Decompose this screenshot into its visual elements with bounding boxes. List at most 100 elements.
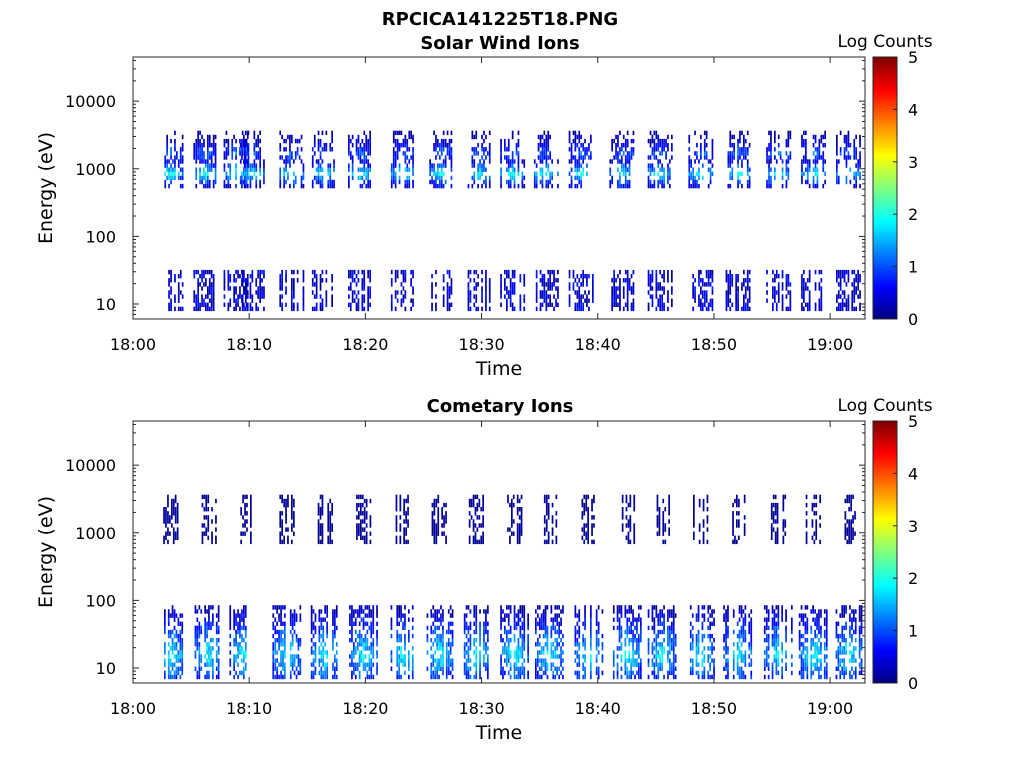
- spectrogram-cell: [242, 498, 244, 504]
- spectrogram-cell: [166, 151, 168, 156]
- spectrogram-cell: [356, 633, 359, 639]
- spectrogram-cell: [700, 302, 702, 307]
- spectrogram-cell: [331, 502, 333, 508]
- spectrogram-cell: [731, 134, 734, 140]
- spectrogram-cell: [808, 163, 811, 168]
- spectrogram-cell: [396, 638, 399, 643]
- spectrogram-cell: [369, 286, 371, 291]
- spectrogram-cell: [171, 674, 174, 680]
- spectrogram-cell: [214, 163, 217, 168]
- spectrogram-cell: [206, 662, 208, 667]
- spectrogram-cell: [442, 666, 444, 671]
- spectrogram-cell: [244, 519, 246, 524]
- spectrogram-cell: [440, 613, 442, 618]
- spectrogram-cell: [313, 294, 316, 299]
- spectrogram-cell: [521, 670, 524, 676]
- spectrogram-cell: [630, 151, 633, 156]
- spectrogram-cell: [369, 130, 371, 136]
- spectrogram-cell: [511, 523, 513, 528]
- colorbar-segment: [873, 67, 897, 71]
- spectrogram-cell: [572, 274, 575, 279]
- spectrogram-cell: [244, 147, 247, 152]
- spectrogram-cell: [545, 306, 548, 312]
- spectrogram-cell: [535, 617, 537, 622]
- spectrogram-cell: [319, 155, 322, 160]
- spectrogram-cell: [357, 290, 360, 295]
- spectrogram-cell: [703, 290, 706, 295]
- spectrogram-cell: [820, 138, 823, 144]
- spectrogram-cell: [164, 650, 166, 655]
- spectrogram-cell: [585, 531, 588, 536]
- spectrogram-cell: [746, 269, 749, 275]
- spectrogram-cell: [227, 147, 230, 152]
- spectrogram-cell: [333, 183, 335, 189]
- spectrogram-cell: [622, 183, 625, 189]
- spectrogram-cell: [467, 638, 470, 643]
- spectrogram-cell: [619, 290, 621, 295]
- spectrogram-cell: [208, 151, 211, 156]
- spectrogram-cell: [278, 646, 280, 651]
- spectrogram-cell: [410, 298, 412, 303]
- spectrogram-cell: [653, 147, 656, 152]
- spectrogram-cell: [483, 638, 485, 643]
- spectrogram-cell: [243, 159, 246, 164]
- spectrogram-cell: [253, 130, 256, 136]
- spectrogram-cell: [578, 290, 581, 295]
- spectrogram-cell: [504, 286, 506, 291]
- spectrogram-cell: [746, 130, 749, 136]
- spectrogram-cell: [434, 674, 436, 680]
- spectrogram-cell: [412, 298, 414, 303]
- spectrogram-cell: [661, 138, 663, 144]
- spectrogram-cell: [768, 167, 770, 172]
- spectrogram-cell: [243, 274, 245, 279]
- spectrogram-cell: [291, 286, 293, 291]
- spectrogram-cell: [358, 511, 360, 516]
- spectrogram-cell: [707, 282, 710, 287]
- spectrogram-cell: [709, 167, 712, 172]
- spectrogram-cell: [483, 609, 485, 614]
- spectrogram-cell: [181, 183, 184, 189]
- spectrogram-cell: [632, 151, 635, 156]
- spectrogram-cell: [317, 175, 320, 181]
- spectrogram-cell: [430, 646, 433, 651]
- panel-title: Solar Wind Ions: [420, 33, 579, 54]
- spectrogram-cell: [439, 155, 441, 160]
- spectrogram-cell: [243, 290, 246, 295]
- spectrogram-cell: [181, 654, 184, 659]
- spectrogram-cell: [451, 658, 454, 663]
- spectrogram-cell: [358, 609, 361, 614]
- spectrogram-cell: [250, 519, 252, 524]
- spectrogram-cell: [814, 138, 817, 144]
- spectrogram-cell: [173, 625, 176, 631]
- spectrogram-cell: [482, 502, 484, 508]
- spectrogram-cell: [396, 609, 399, 614]
- spectrogram-cell: [398, 654, 400, 659]
- spectrogram-cell: [592, 274, 594, 279]
- spectrogram-cell: [781, 167, 784, 172]
- spectrogram-cell: [451, 642, 454, 647]
- spectrogram-cell: [278, 617, 280, 622]
- spectrogram-cell: [859, 290, 861, 295]
- spectrogram-cell: [372, 650, 375, 655]
- spectrogram-cell: [208, 290, 211, 295]
- spectrogram-cell: [310, 638, 313, 643]
- spectrogram-cell: [196, 674, 199, 680]
- spectrogram-cell: [171, 605, 174, 610]
- spectrogram-cell: [332, 613, 334, 618]
- spectrogram-cell: [405, 527, 407, 532]
- spectrogram-cell: [272, 633, 275, 639]
- spectrogram-cell: [291, 498, 293, 504]
- spectrogram-cell: [694, 183, 696, 189]
- spectrogram-cell: [179, 613, 182, 618]
- spectrogram-cell: [473, 638, 476, 643]
- spectrogram-cell: [582, 633, 584, 639]
- spectrogram-cell: [701, 290, 704, 295]
- spectrogram-cell: [297, 646, 300, 651]
- spectrogram-cell: [472, 523, 475, 528]
- spectrogram-cell: [206, 674, 208, 680]
- spectrogram-cell: [302, 167, 305, 172]
- spectrogram-cell: [547, 179, 550, 185]
- spectrogram-cell: [363, 163, 366, 168]
- spectrogram-cell: [766, 151, 768, 156]
- spectrogram-cell: [321, 147, 324, 152]
